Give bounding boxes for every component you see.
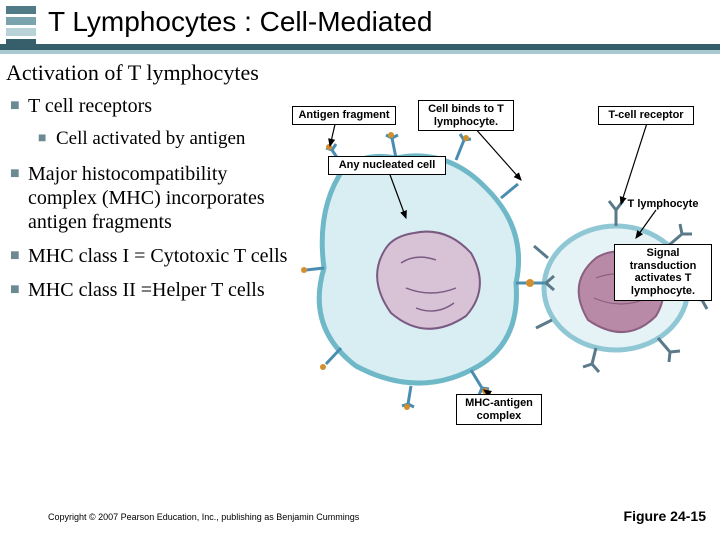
list-item: ■ Major histocompatibility complex (MHC)… (10, 162, 290, 234)
bullet-marker: ■ (38, 128, 56, 150)
list-item: ■ Cell activated by antigen (38, 128, 290, 150)
list-item: ■ MHC class II =Helper T cells (10, 278, 290, 302)
label-cell-binds: Cell binds to T lymphocyte. (418, 100, 514, 131)
list-item: ■ MHC class I = Cytotoxic T cells (10, 244, 290, 268)
bullet-text: MHC class II =Helper T cells (28, 278, 265, 302)
header: T Lymphocytes : Cell-Mediated (0, 0, 720, 58)
bullet-marker: ■ (10, 162, 28, 234)
bullet-text: MHC class I = Cytotoxic T cells (28, 244, 287, 268)
label-signal: Signal transduction activates T lymphocy… (614, 244, 712, 301)
bullet-text: T cell receptors (28, 94, 152, 118)
subtitle: Activation of T lymphocytes (6, 60, 259, 86)
list-item: ■ T cell receptors (10, 94, 290, 118)
bullet-marker: ■ (10, 94, 28, 118)
bullet-marker: ■ (10, 278, 28, 302)
page-title: T Lymphocytes : Cell-Mediated (48, 6, 432, 38)
bullet-text: Cell activated by antigen (56, 128, 245, 150)
icon-bar-bot (6, 28, 36, 36)
bullet-list: ■ T cell receptors ■ Cell activated by a… (10, 94, 290, 312)
title-rule-light (0, 50, 720, 54)
label-mhc-complex: MHC-antigen complex (456, 394, 542, 425)
header-icon (6, 6, 40, 46)
icon-bar-top (6, 6, 36, 14)
icon-bar-mid (6, 17, 36, 25)
nucleated-cell (319, 156, 518, 383)
copyright-text: Copyright © 2007 Pearson Education, Inc.… (48, 512, 359, 522)
figure-number: Figure 24-15 (624, 508, 706, 524)
slide: T Lymphocytes : Cell-Mediated Activation… (0, 0, 720, 540)
label-tcr: T-cell receptor (598, 106, 694, 125)
bullet-marker: ■ (10, 244, 28, 268)
label-any-nucleated: Any nucleated cell (328, 156, 446, 175)
bullet-text: Major histocompatibility complex (MHC) i… (28, 162, 290, 234)
label-antigen-fragment: Antigen fragment (292, 106, 396, 125)
label-t-lymphocyte: T lymphocyte (618, 198, 708, 211)
diagram: Antigen fragment Cell binds to T lymphoc… (296, 98, 716, 428)
